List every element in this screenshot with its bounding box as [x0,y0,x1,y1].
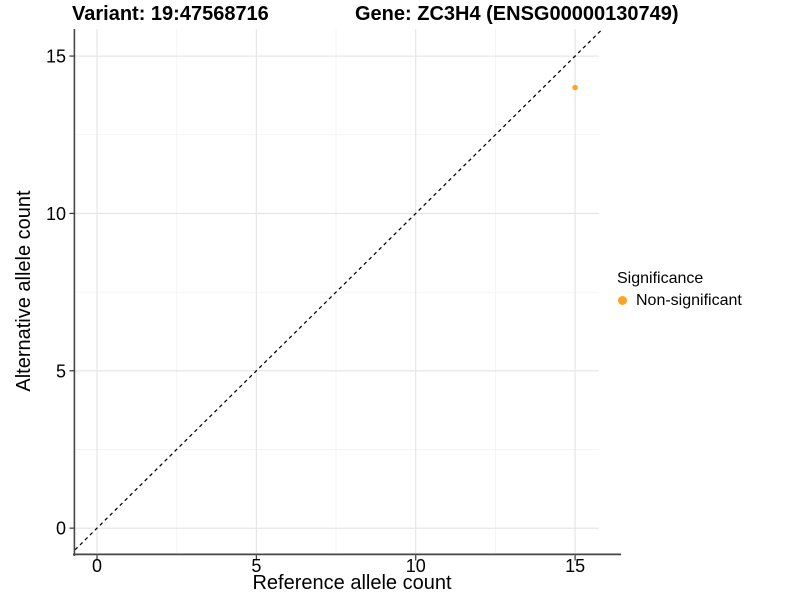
y-axis-title: Alternative allele count [13,190,35,392]
legend-item-non-significant: Non-significant [617,291,742,310]
x-axis-title: Reference allele count [252,572,452,594]
legend-item-label: Non-significant [636,292,742,309]
x-tick-label: 0 [92,556,102,576]
x-tick-label: 15 [565,556,585,576]
legend-title: Significance [617,270,704,287]
legend: Significance Non-significant [617,269,742,310]
variant-title: Variant: 19:47568716 [72,3,269,25]
y-tick-label: 5 [56,361,66,381]
y-tick-label: 15 [46,47,66,67]
gene-title: Gene: ZC3H4 (ENSG00000130749) [355,3,679,25]
data-point [572,84,578,91]
y-tick-label: 10 [46,204,66,224]
legend-point-icon [618,296,627,305]
x-tick-label: 5 [251,556,261,576]
y-tick-label: 0 [56,519,66,539]
identity-line [74,28,603,551]
x-tick-label: 10 [406,556,426,576]
